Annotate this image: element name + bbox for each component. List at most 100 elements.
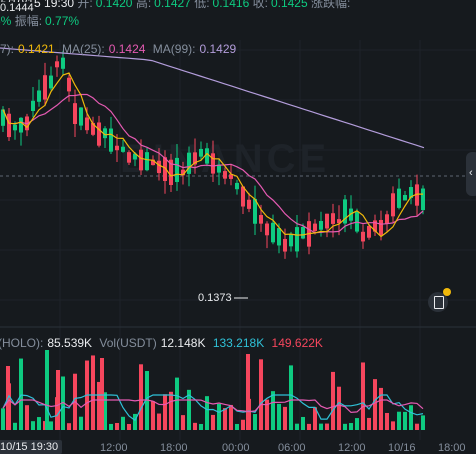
volume-bar (349, 423, 353, 430)
volume-bar (25, 405, 29, 430)
volume-bar (277, 403, 281, 430)
volume-bar (379, 387, 383, 430)
volume-bar (409, 405, 413, 430)
volume-bar (235, 423, 239, 430)
volume-bar (289, 365, 293, 430)
candle-body (151, 159, 155, 166)
volume-bars (1, 350, 425, 430)
volume-bar (163, 394, 167, 430)
candle-body (103, 128, 107, 139)
time-tick: 00:00 (222, 442, 250, 454)
candle-body (385, 214, 389, 224)
candle-body (337, 219, 341, 224)
low-label: 低: (194, 0, 210, 10)
candle-body (187, 152, 191, 174)
amplitude-label: 振幅: (14, 14, 43, 28)
volume-bar (193, 422, 197, 430)
volume-bar (157, 413, 161, 430)
candle-body (421, 188, 425, 211)
candle-body (61, 57, 65, 69)
volume-bar (337, 386, 341, 430)
vol-quote-label: Vol(USDT) (99, 336, 157, 350)
volume-bar (283, 406, 287, 430)
volume-bar (253, 414, 257, 430)
candle-body (13, 124, 17, 131)
candle-body (91, 122, 95, 135)
volume-bar (31, 421, 35, 430)
candle-body (163, 157, 167, 182)
ma7-label: (7): (0, 42, 14, 56)
candle-body (97, 122, 101, 146)
vol-ma5-value: 133.218K (212, 336, 265, 350)
volume-bar (67, 423, 71, 430)
volume-bar (61, 376, 65, 430)
candle-body (235, 182, 239, 190)
close-value: 0.1425 (270, 0, 308, 10)
volume-bar (331, 371, 335, 430)
volume-bar (421, 415, 425, 430)
volume-bar (151, 401, 155, 430)
candle-body (229, 174, 233, 179)
volume-bar (13, 422, 17, 430)
volume-bar (139, 364, 143, 430)
high-value: 0.1427 (154, 0, 191, 10)
candle-body (241, 186, 245, 207)
candle-body (391, 193, 395, 217)
candle-body (31, 100, 35, 111)
volume-bar (169, 391, 173, 430)
volume-bar (343, 423, 347, 430)
volume-bar (1, 408, 5, 430)
volume-bar (49, 421, 53, 430)
volume-bar (103, 392, 107, 430)
candle-body (415, 184, 419, 206)
candle-body (205, 148, 209, 164)
ma25-value: 0.1424 (108, 42, 146, 56)
time-tick: 18:00 (160, 442, 188, 454)
open-value: 0.1420 (95, 0, 133, 10)
chart-high-tag: 0.1444 (0, 2, 34, 14)
volume-bar (325, 423, 329, 430)
candle-body (319, 220, 323, 230)
notice-button[interactable] (428, 288, 451, 312)
ma25-line (2, 93, 424, 234)
volume-bar (100, 358, 104, 430)
chart-low-label: 0.1373 (198, 292, 232, 304)
time-tick: 12:00 (100, 442, 128, 454)
volume-bar (97, 381, 101, 430)
volume-bar (115, 422, 119, 430)
ma7-value: 0.1421 (18, 42, 55, 56)
volume-bar (121, 416, 125, 430)
volume-bar (211, 414, 215, 430)
candle-body (133, 153, 137, 160)
volume-bar (175, 377, 179, 430)
volume-legend: (HOLO): 85.539K Vol(USDT) 12.148K 133.218K… (0, 336, 327, 350)
vol-asset-label: (HOLO): (0, 336, 44, 350)
candle-datetime: 25/10/15 19:30 (0, 0, 75, 10)
candle-body (409, 187, 413, 199)
volume-bar (265, 399, 269, 430)
volume-bar (415, 423, 419, 430)
candle-body (265, 223, 269, 236)
volume-bar (79, 416, 83, 430)
candle-body (55, 61, 59, 68)
volume-bar (301, 416, 305, 430)
side-panel-handle[interactable]: ‹ (466, 152, 476, 196)
candle-body (259, 215, 263, 224)
time-tick: 12:00 (338, 442, 366, 454)
candle-body (283, 238, 287, 252)
volume-bar (391, 421, 395, 430)
change-value: 5% (0, 14, 12, 28)
ohlc-row: 25/10/15 19:30 开: 0.1420 高: 0.1427 低: 0.141… (0, 0, 353, 11)
candle-body (199, 148, 203, 157)
candle-body (301, 226, 305, 239)
vol-ma5-line (2, 394, 424, 422)
vol-ma10-line (2, 399, 424, 414)
volume-bar (56, 370, 60, 430)
volume-bar (199, 423, 203, 430)
volume-bar (271, 391, 275, 430)
time-tick: 18:00 (438, 442, 466, 454)
volume-bar (133, 413, 137, 430)
volume-bar (397, 411, 401, 430)
vol-asset-value: 85.539K (47, 336, 93, 350)
